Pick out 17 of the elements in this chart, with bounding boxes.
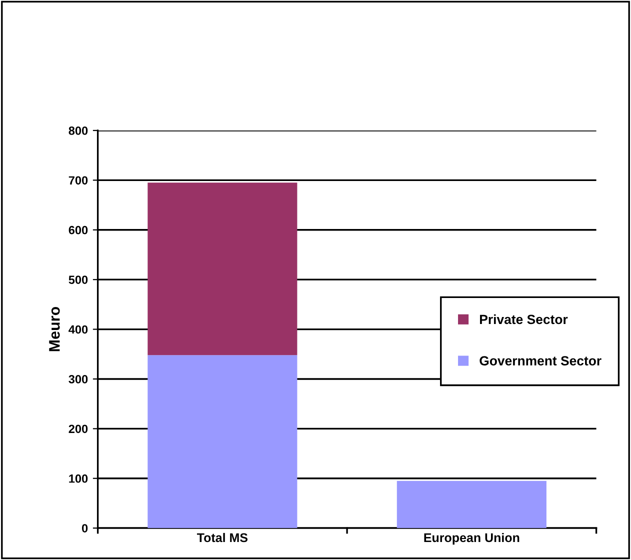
y-tick-label: 200 [68, 424, 88, 434]
bar [148, 355, 298, 528]
bar [148, 182, 298, 356]
bar [396, 480, 546, 528]
y-axis-title: Meuro [49, 306, 60, 352]
y-tick-label: 600 [68, 226, 88, 234]
y-tick-label: 500 [68, 276, 88, 284]
y-tick-label: 100 [69, 474, 88, 483]
y-tick-label: 0 [82, 524, 88, 532]
y-tick-label: 800 [68, 126, 88, 135]
x-tick-label: European Union [424, 532, 520, 545]
y-tick-label: 400 [68, 325, 88, 334]
legend-label: Government Sector [480, 356, 602, 366]
y-tick-label: 300 [68, 375, 88, 384]
y-tick-label: 700 [68, 176, 88, 185]
legend-label: Private Sector [480, 314, 568, 324]
x-tick-label: Total MS [196, 532, 248, 542]
